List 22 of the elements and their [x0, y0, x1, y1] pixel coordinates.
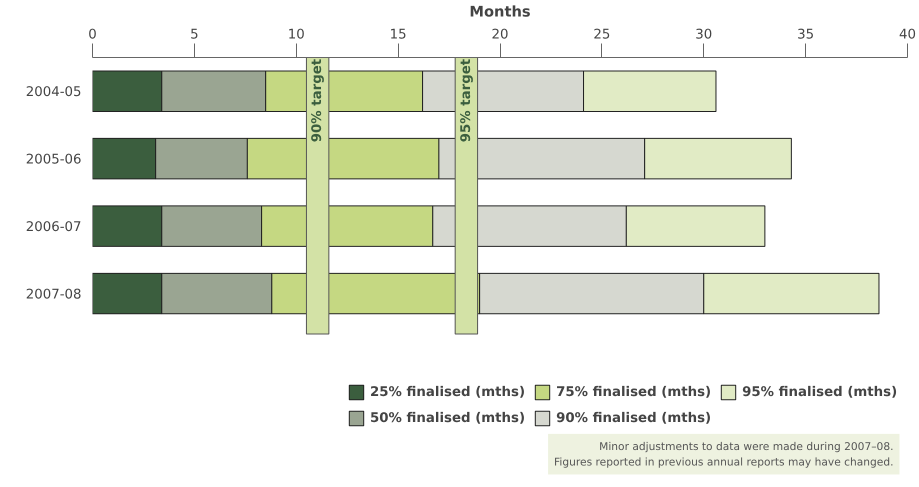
x-tick-label: 20: [492, 28, 508, 42]
x-tick-label: 25: [593, 28, 610, 42]
legend-label: 50% finalised (mths): [370, 410, 526, 426]
y-tick-label: 2004-05: [26, 85, 82, 100]
x-tick-label: 30: [695, 28, 712, 42]
x-tick-label: 40: [899, 28, 916, 42]
y-tick-label: 2007-08: [26, 288, 82, 303]
x-tick-label: 15: [390, 28, 407, 42]
legend-label: 75% finalised (mths): [556, 384, 712, 400]
x-axis-title: Months: [469, 4, 531, 20]
legend-label: 25% finalised (mths): [370, 384, 526, 400]
x-tick-label: 10: [288, 28, 305, 42]
band-label: 95% target: [458, 58, 474, 142]
x-tick-label: 35: [797, 28, 814, 42]
y-tick-label: 2005-06: [26, 152, 82, 168]
y-tick-label: 2006-07: [26, 220, 82, 236]
legend-label: 90% finalised (mths): [556, 410, 712, 426]
band-label: 90% target: [310, 58, 326, 142]
legend-label: 95% finalised (mths): [742, 384, 898, 400]
x-tick-label: 0: [88, 28, 97, 42]
text: Minor adjustments to data were made during 2007–08. Figures reported in previous annual reports may have changed.: [554, 440, 894, 468]
x-tick-label: 5: [190, 28, 199, 42]
